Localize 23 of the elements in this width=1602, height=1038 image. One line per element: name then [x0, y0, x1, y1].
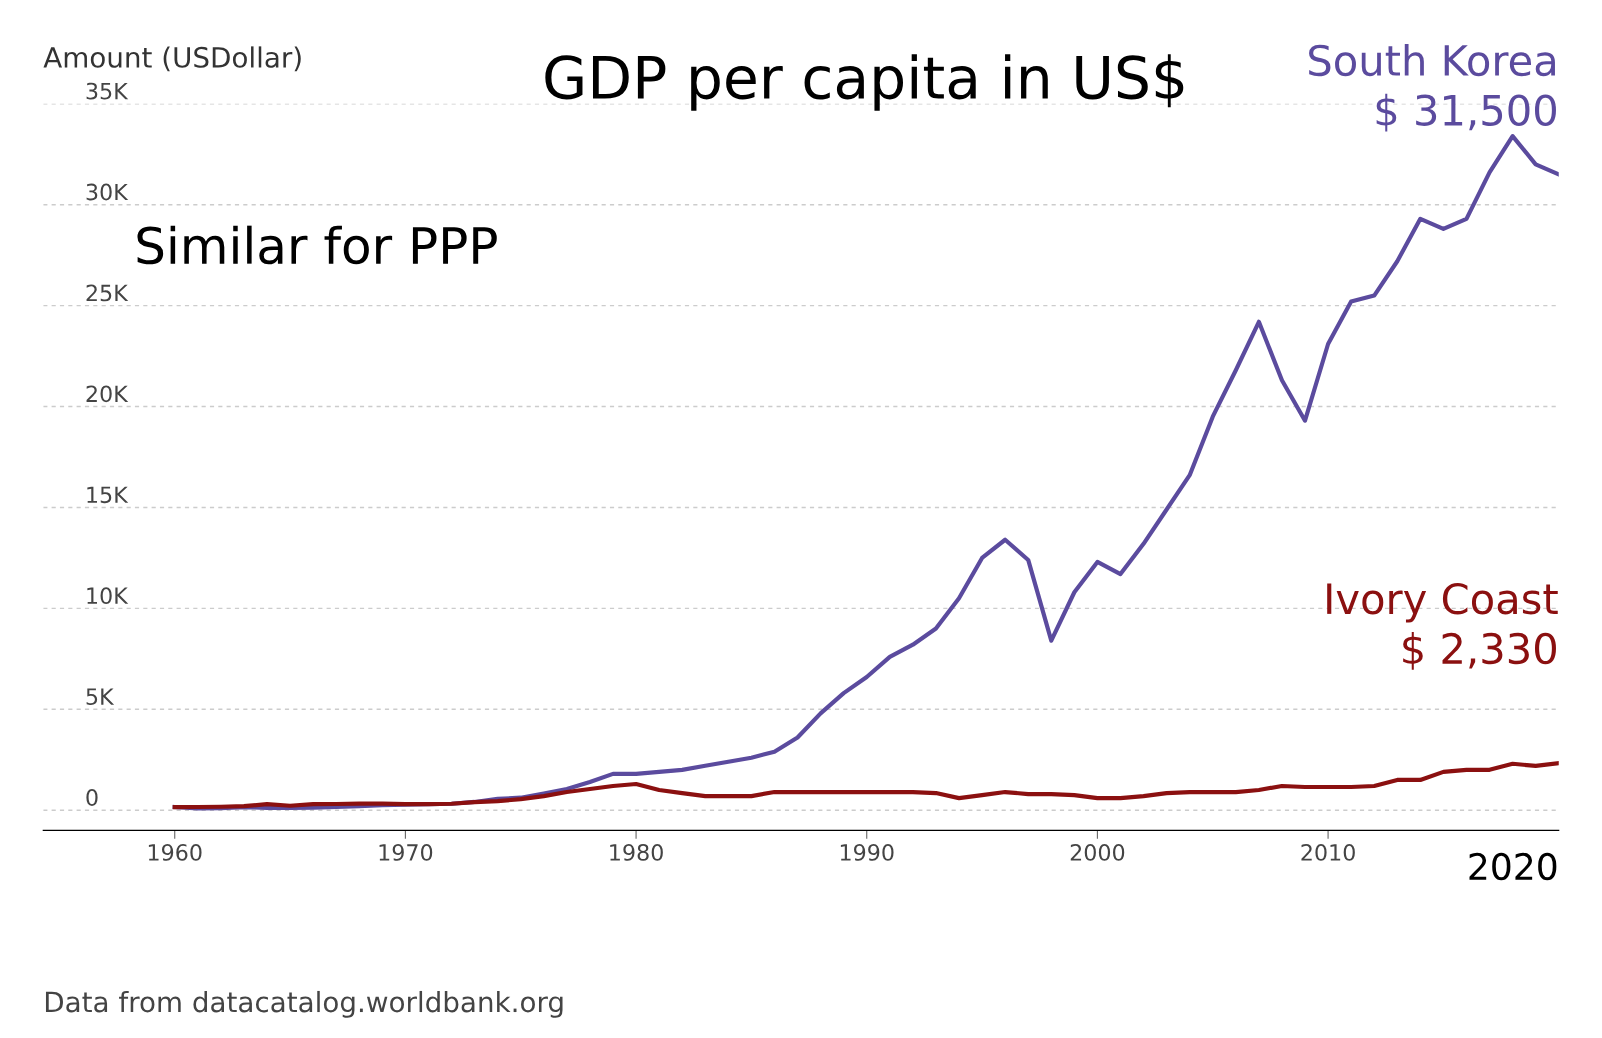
data-label: $ 2,330 — [1403, 632, 1556, 670]
y-tick-label: 20K — [86, 385, 129, 403]
y-axis-title: Amount (USDollar) — [43, 46, 301, 72]
chart-title: GDP per capita in US$ — [545, 54, 1184, 111]
x-tick-label: 2000 — [1070, 843, 1125, 861]
x-tick-label: 1970 — [379, 843, 433, 861]
y-tick-label: 0 — [86, 789, 98, 806]
x-tick-label: 1980 — [610, 843, 663, 861]
y-tick-label: 35K — [86, 82, 129, 100]
y-tick-label: 25K — [86, 284, 129, 302]
x-tick-label: 1990 — [840, 843, 894, 861]
y-tick-label: 15K — [87, 486, 129, 504]
x-tick-label: 2010 — [1301, 843, 1355, 861]
data-label: $ 31,500 — [1376, 93, 1556, 132]
y-tick-label: 5K — [86, 688, 115, 705]
y-tick-label: 10K — [87, 587, 129, 605]
text: 2020 — [1469, 852, 1557, 881]
y-tick-label: 30K — [86, 183, 129, 201]
x-tick-label: 1960 — [148, 843, 202, 861]
series-label: South Korea — [1309, 43, 1555, 77]
text: Data from datacatalog.worldbank.org — [45, 990, 563, 1018]
annotation: Similar for PPP — [137, 225, 497, 265]
text: Ivory Coast — [1327, 582, 1558, 623]
